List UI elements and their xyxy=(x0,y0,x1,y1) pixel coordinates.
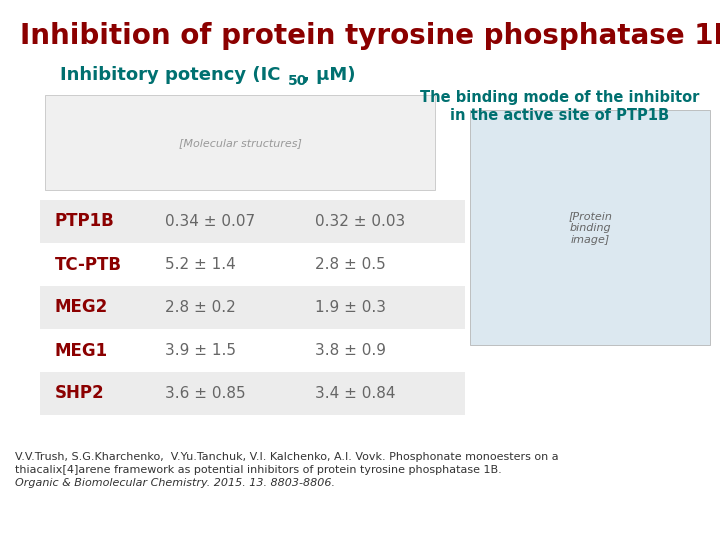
Text: 5.2 ± 1.4: 5.2 ± 1.4 xyxy=(165,257,235,272)
Text: [Molecular structures]: [Molecular structures] xyxy=(179,138,302,148)
Text: Inhibition of protein tyrosine phosphatase 1B: Inhibition of protein tyrosine phosphata… xyxy=(20,22,720,50)
FancyBboxPatch shape xyxy=(40,243,465,286)
FancyBboxPatch shape xyxy=(40,329,465,372)
Text: Organic & Biomolecular Chemistry. 2015. 13. 8803-8806.: Organic & Biomolecular Chemistry. 2015. … xyxy=(15,478,335,488)
Text: TC-PTB: TC-PTB xyxy=(55,255,122,273)
Text: 3.6 ± 0.85: 3.6 ± 0.85 xyxy=(165,386,246,401)
FancyBboxPatch shape xyxy=(470,110,710,345)
Text: PTP1B: PTP1B xyxy=(55,213,114,231)
Text: 0.32 ± 0.03: 0.32 ± 0.03 xyxy=(315,214,405,229)
Text: 3.8 ± 0.9: 3.8 ± 0.9 xyxy=(315,343,386,358)
Text: MEG2: MEG2 xyxy=(55,299,108,316)
FancyBboxPatch shape xyxy=(40,372,465,415)
Text: 3.4 ± 0.84: 3.4 ± 0.84 xyxy=(315,386,395,401)
FancyBboxPatch shape xyxy=(40,200,465,243)
Text: 3.9 ± 1.5: 3.9 ± 1.5 xyxy=(165,343,236,358)
Text: 2.8 ± 0.2: 2.8 ± 0.2 xyxy=(165,300,235,315)
Text: , μM): , μM) xyxy=(303,66,356,84)
Text: MEG1: MEG1 xyxy=(55,341,108,360)
Text: [Protein
binding
image]: [Protein binding image] xyxy=(568,211,612,245)
Text: V.V.Trush, S.G.Kharchenko,  V.Yu.Tanchuk, V.I. Kalchenko, A.I. Vovk. Phosphonate: V.V.Trush, S.G.Kharchenko, V.Yu.Tanchuk,… xyxy=(15,452,559,462)
Text: in the active site of PTP1B: in the active site of PTP1B xyxy=(451,108,670,123)
Text: thiacalix[4]arene framework as potential inhibitors of protein tyrosine phosphat: thiacalix[4]arene framework as potential… xyxy=(15,465,502,475)
Text: 1.9 ± 0.3: 1.9 ± 0.3 xyxy=(315,300,386,315)
Text: 2.8 ± 0.5: 2.8 ± 0.5 xyxy=(315,257,386,272)
Text: 50: 50 xyxy=(288,74,307,88)
FancyBboxPatch shape xyxy=(45,95,435,190)
Text: Inhibitory potency (IC: Inhibitory potency (IC xyxy=(60,66,281,84)
Text: The binding mode of the inhibitor: The binding mode of the inhibitor xyxy=(420,90,700,105)
FancyBboxPatch shape xyxy=(40,286,465,329)
Text: SHP2: SHP2 xyxy=(55,384,104,402)
Text: 0.34 ± 0.07: 0.34 ± 0.07 xyxy=(165,214,255,229)
